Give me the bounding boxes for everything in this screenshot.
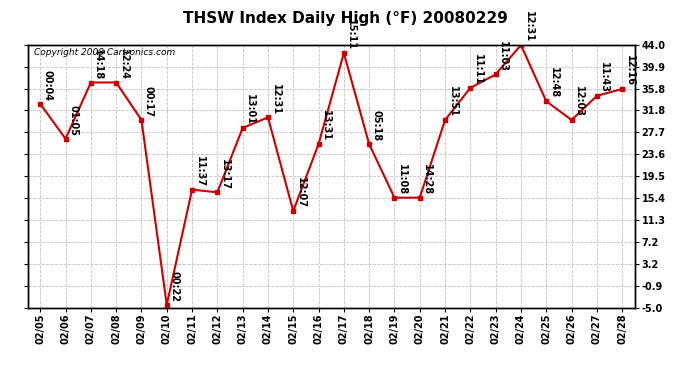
Text: 13:17: 13:17 <box>220 159 230 190</box>
Text: 11:11: 11:11 <box>473 54 483 85</box>
Text: 11:08: 11:08 <box>397 164 407 195</box>
Text: 14:18: 14:18 <box>93 49 104 80</box>
Text: 12:24: 12:24 <box>119 49 128 80</box>
Text: 11:03: 11:03 <box>498 41 508 72</box>
Text: 12:31: 12:31 <box>270 84 280 115</box>
Text: 01:05: 01:05 <box>68 105 78 136</box>
Text: THSW Index Daily High (°F) 20080229: THSW Index Daily High (°F) 20080229 <box>183 11 507 26</box>
Text: 11:43: 11:43 <box>600 62 609 93</box>
Text: 12:07: 12:07 <box>296 177 306 209</box>
Text: 12:03: 12:03 <box>574 86 584 117</box>
Text: 15:11: 15:11 <box>346 20 356 50</box>
Text: 13:51: 13:51 <box>448 86 457 117</box>
Text: Copyright 2008 Cartronics.com: Copyright 2008 Cartronics.com <box>34 48 175 57</box>
Text: 13:01: 13:01 <box>245 94 255 125</box>
Text: 14:28: 14:28 <box>422 164 432 195</box>
Text: 12:48: 12:48 <box>549 68 559 99</box>
Text: 00:22: 00:22 <box>169 271 179 302</box>
Text: 05:18: 05:18 <box>372 110 382 141</box>
Text: 00:04: 00:04 <box>43 70 52 101</box>
Text: 13:31: 13:31 <box>321 110 331 141</box>
Text: 00:17: 00:17 <box>144 86 154 117</box>
Text: 11:37: 11:37 <box>195 156 204 187</box>
Text: 12:31: 12:31 <box>524 11 533 42</box>
Text: 12:16: 12:16 <box>624 55 635 86</box>
